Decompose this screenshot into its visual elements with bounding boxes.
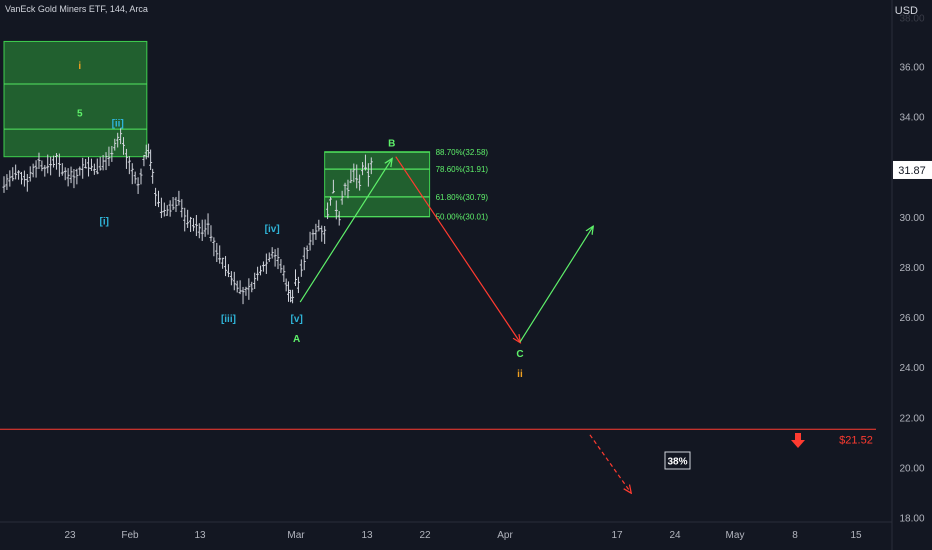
price-tick-label: 26.00 [899, 313, 924, 324]
wave-label: C [516, 349, 523, 360]
projection-arrow [519, 227, 593, 343]
price-tick-label: 34.00 [899, 113, 924, 124]
wave-label: [ii] [112, 119, 124, 130]
fib-level-label: 78.60%(31.91) [436, 165, 489, 174]
time-tick-label: 22 [419, 530, 431, 541]
current-price-label: 31.87 [898, 165, 926, 177]
time-tick-label: 17 [611, 530, 623, 541]
fib-level-label: 50.00%(30.01) [436, 213, 489, 222]
time-tick-label: 23 [64, 530, 76, 541]
time-tick-label: 15 [850, 530, 862, 541]
currency-label: USD [894, 5, 918, 17]
target-box-rect [3, 40, 148, 158]
time-tick-label: 13 [361, 530, 373, 541]
fib-level-label: 88.70%(32.58) [436, 148, 489, 157]
wave-label: ii [517, 369, 523, 380]
time-tick-label: Mar [287, 530, 305, 541]
current-price-tag [893, 160, 932, 179]
percent-badge-box [664, 451, 691, 470]
wave-label: B [388, 139, 395, 150]
target-price-label: $21.52 [839, 434, 873, 446]
price-tick-label: 28.00 [899, 263, 924, 274]
price-tick-label-faded: 38.00 [899, 14, 924, 25]
target-box-rect [324, 151, 431, 218]
price-tick-label: 22.00 [899, 413, 924, 424]
projection-arrow [589, 434, 631, 493]
price-tick-label: 18.00 [899, 514, 924, 525]
down-arrow-icon [791, 433, 805, 448]
fib-level-label: 61.80%(30.79) [436, 193, 489, 202]
time-tick-label: Apr [497, 530, 513, 541]
projection-arrow [299, 159, 392, 303]
chart-title: VanEck Gold Miners ETF, 144, Arca [5, 4, 148, 14]
wave-label: [i] [100, 216, 109, 227]
wave-label: [v] [291, 314, 303, 325]
wave-label: A [293, 334, 300, 345]
percent-badge-label: 38% [667, 457, 687, 468]
time-tick-label: May [726, 530, 745, 541]
down-arrow-shape [791, 433, 805, 448]
price-tick-label: 20.00 [899, 463, 924, 474]
time-tick-label: 8 [792, 530, 798, 541]
wave-label: i [78, 61, 81, 72]
price-tick-label: 30.00 [899, 213, 924, 224]
wave-label: 5 [77, 109, 83, 120]
wave-label: [iv] [265, 224, 280, 235]
time-tick-label: 24 [669, 530, 681, 541]
time-tick-label: Feb [121, 530, 139, 541]
target-box-1 [3, 40, 148, 158]
price-tick-label: 24.00 [899, 363, 924, 374]
projection-arrow [395, 156, 520, 342]
price-tick-label: 36.00 [899, 63, 924, 74]
price-bars [2, 128, 373, 305]
wave-label: [iii] [221, 314, 236, 325]
time-tick-label: 13 [194, 530, 206, 541]
